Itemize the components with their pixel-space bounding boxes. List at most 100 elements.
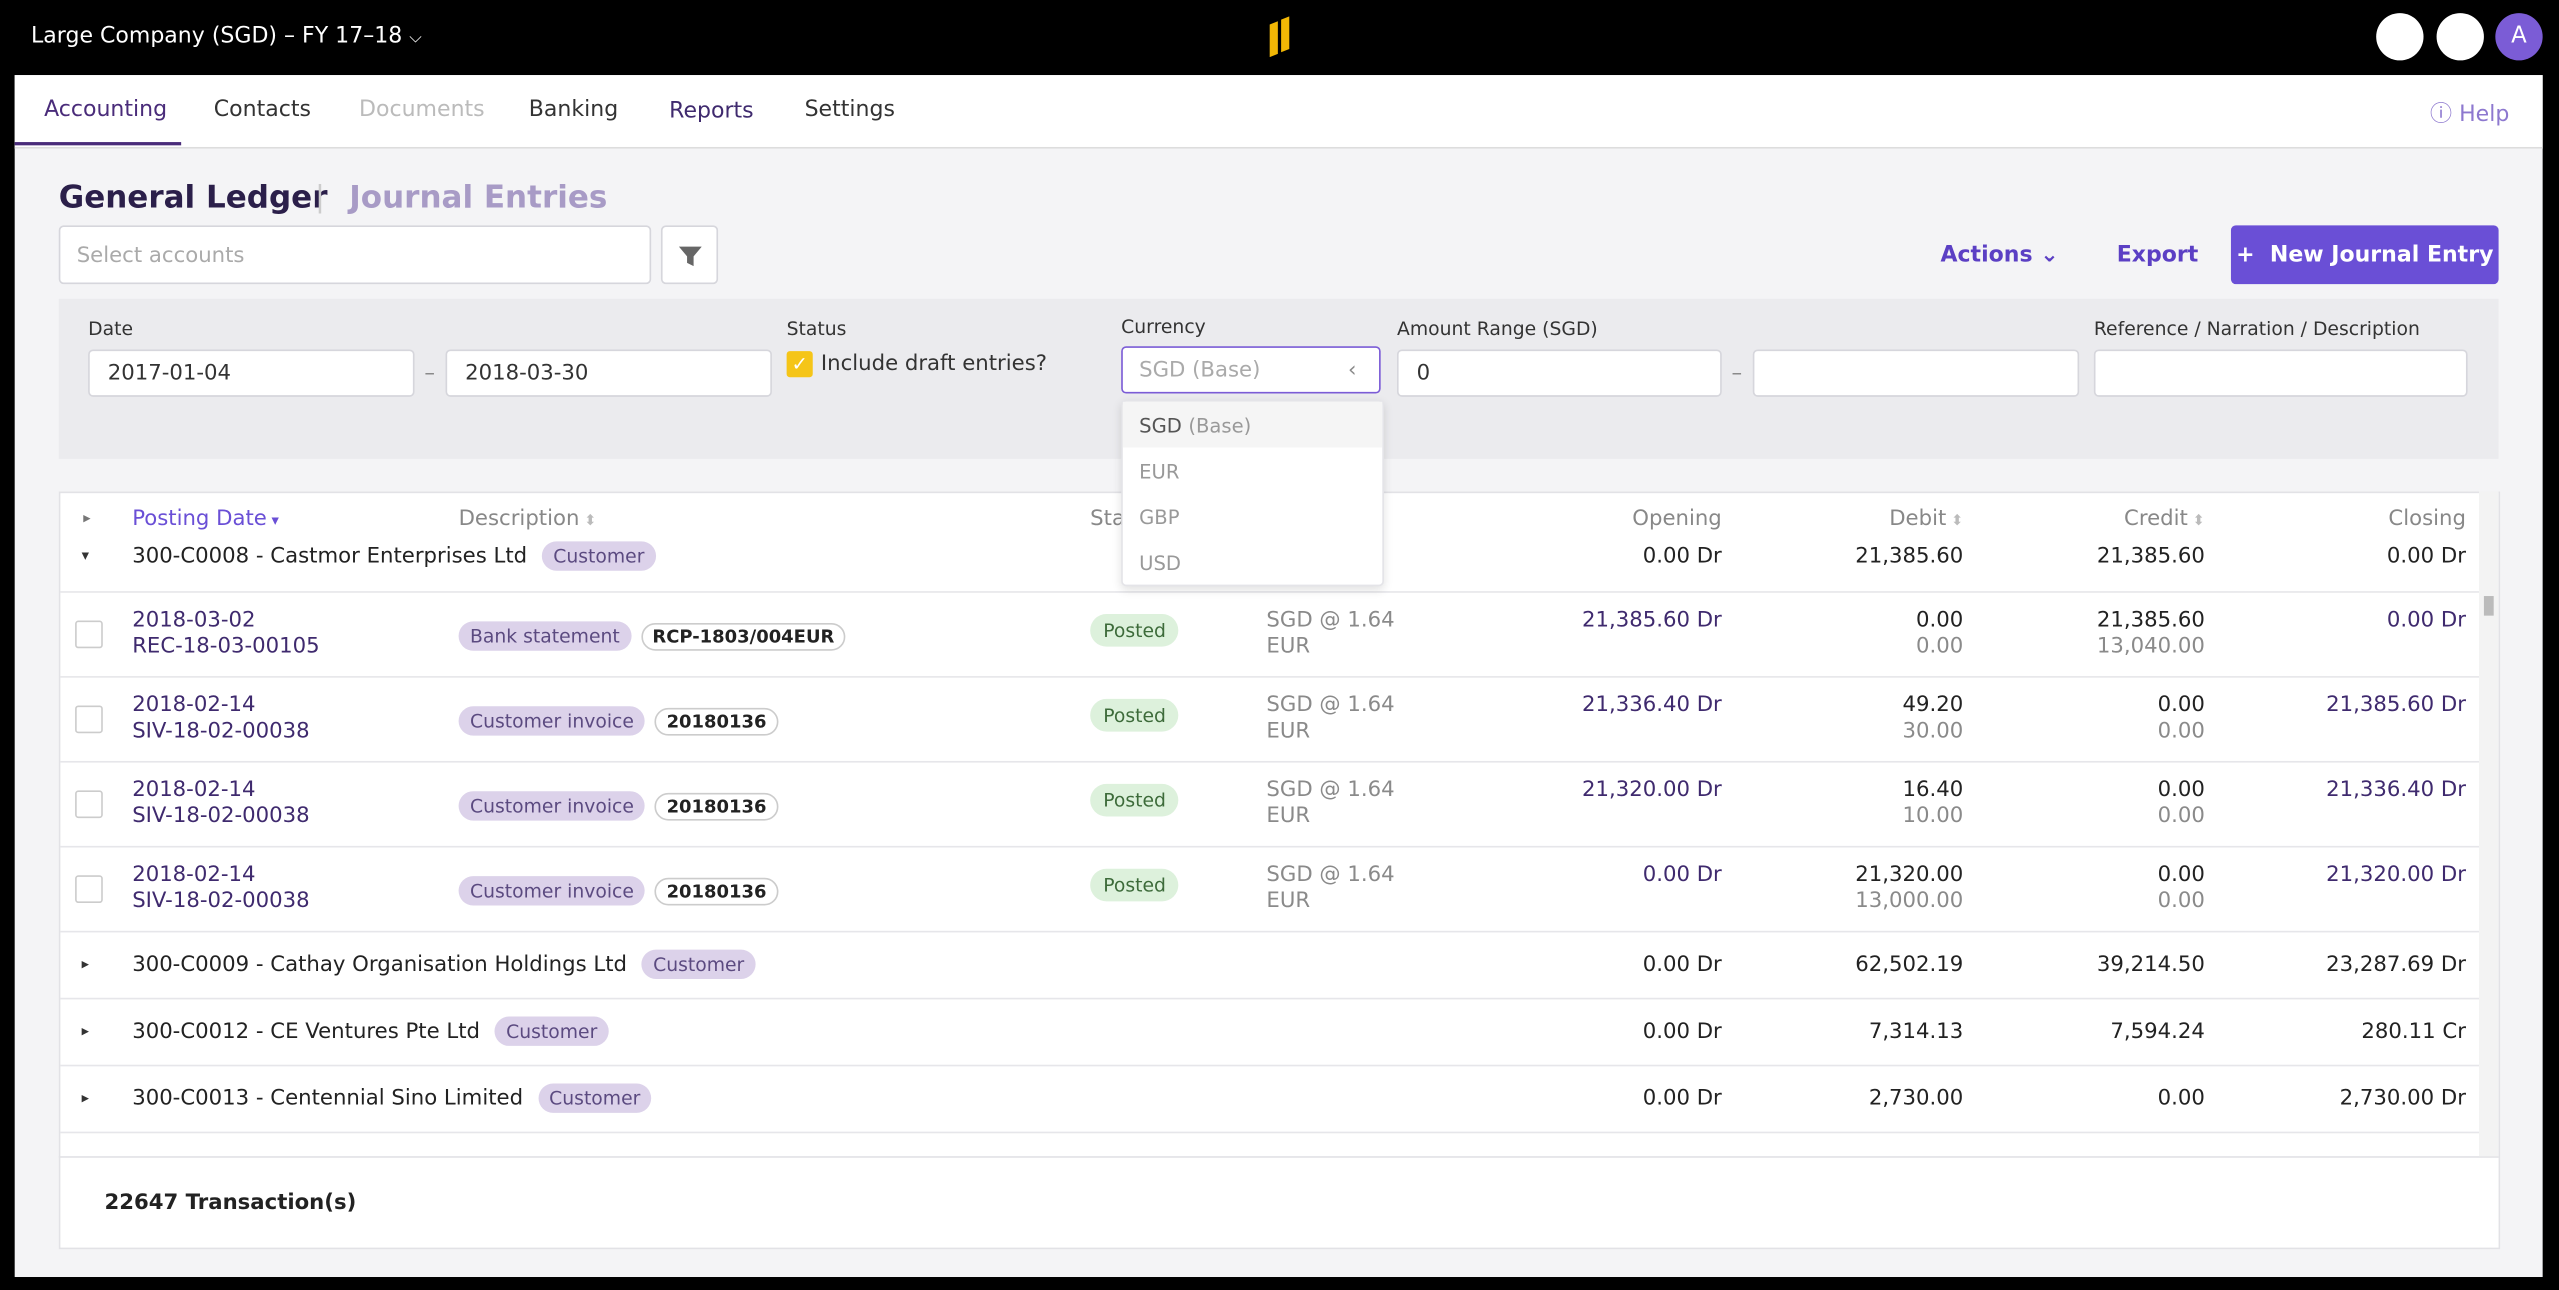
currency-option[interactable]: USD: [1123, 539, 1382, 585]
entry-opening: 21,336.40 Dr: [1581, 693, 1722, 718]
help-text: Help: [2459, 101, 2510, 128]
scroll-thumb[interactable]: [2483, 596, 2494, 616]
date-from[interactable]: 2017-01-04: [88, 349, 415, 397]
row-checkbox[interactable]: [75, 620, 103, 649]
company-name: Large Company (SGD) – FY 17–18: [31, 22, 403, 49]
column-title: Credit: [2124, 507, 2188, 532]
entry-row[interactable]: 2018-02-14 SIV-18-02-00038 Customer invoic…: [60, 846, 2480, 933]
nav-tab[interactable]: Banking: [528, 96, 619, 123]
entry-date: 2018-02-14: [132, 863, 256, 888]
entry-row[interactable]: 2018-03-02 REC-18-03-00105 Bank statement R…: [60, 591, 2480, 678]
currency-value: SGD: [1139, 358, 1186, 383]
row-checkbox[interactable]: [75, 790, 103, 819]
sort-icon[interactable]: ⬍: [579, 513, 597, 530]
sort-icon[interactable]: ⬍: [1946, 513, 1964, 530]
company-button[interactable]: [2436, 13, 2484, 61]
currency-option[interactable]: SGD (Base): [1122, 401, 1383, 448]
help-link[interactable]: ⓘ Help: [2430, 101, 2510, 128]
sort-icon[interactable]: ⬍: [2187, 513, 2205, 530]
expand-toggle: ▸: [81, 956, 89, 974]
account-row[interactable]: ▸ 300-C0013 - Centennial Sino Limited Cust…: [60, 1065, 2480, 1134]
column-header[interactable]: Debit ⬍: [1889, 507, 1963, 531]
alt-title[interactable]: Journal Entries: [349, 179, 608, 216]
currency-note: (Base): [1192, 358, 1261, 383]
amount-min[interactable]: 0: [1396, 349, 1722, 397]
sort-icon[interactable]: ▾: [266, 513, 279, 530]
date-to[interactable]: 2018-03-30: [445, 349, 772, 397]
date-separator: –: [424, 361, 435, 387]
entry-row[interactable]: 2018-02-14 SIV-18-02-00038 Customer invoic…: [60, 761, 2480, 848]
nav-tab[interactable]: Documents: [359, 96, 485, 123]
column-header[interactable]: Opening: [1632, 507, 1721, 531]
option-code: GBP: [1139, 506, 1180, 530]
column-title: Posting Date: [132, 507, 267, 532]
entry-ref: SIV-18-02-00038: [132, 804, 310, 829]
column-header[interactable]: Description ⬍: [459, 507, 597, 531]
account-select[interactable]: Select accounts: [58, 225, 652, 285]
entry-opening: 0.00 Dr: [1642, 863, 1722, 888]
entry-debit: 49.20: [1902, 693, 1964, 718]
amount-max[interactable]: [1752, 349, 2080, 397]
entry-row[interactable]: 2018-02-14 SIV-18-02-00038 Customer invoic…: [60, 676, 2480, 763]
account-text: 300-C0009 - Cathay Organisation Holdings…: [132, 952, 627, 978]
apps-button[interactable]: [2376, 13, 2424, 61]
expand-all[interactable]: ▸: [83, 511, 91, 528]
currency-option[interactable]: EUR: [1123, 447, 1382, 493]
entry-credit-fx: 0.00: [2157, 719, 2205, 744]
row-checkbox[interactable]: [75, 705, 103, 734]
entry-credit: 0.00: [2157, 778, 2205, 803]
draft-label: Include draft entries?: [820, 351, 1048, 377]
column-header[interactable]: Posting Date ▾: [132, 507, 279, 531]
company-switcher[interactable]: Large Company (SGD) – FY 17–18 ⌵: [31, 23, 422, 49]
account-row[interactable]: ▸ 300-C0012 - CE Ventures Pte Ltd Customer…: [60, 998, 2480, 1067]
filter-button[interactable]: [660, 225, 719, 285]
new-entry-text: New Journal Entry: [2269, 241, 2494, 268]
nav-tab[interactable]: Reports: [669, 97, 754, 125]
export-button[interactable]: Export: [2116, 241, 2199, 268]
column-header[interactable]: Closing: [2388, 507, 2466, 531]
entry-ref: SIV-18-02-00038: [132, 889, 310, 914]
account-debit: 21,385.60: [1855, 544, 1964, 570]
column-title: Opening: [1632, 507, 1722, 532]
column-header[interactable]: Credit ⬍: [2124, 507, 2205, 531]
row-checkbox[interactable]: [75, 875, 103, 904]
currency-option[interactable]: GBP: [1123, 493, 1382, 539]
account-text: 300-C0008 - Castmor Enterprises Ltd: [132, 544, 528, 570]
account-tag: Customer: [641, 949, 756, 979]
avatar[interactable]: A: [2495, 13, 2543, 61]
entry-credit: 21,385.60: [2096, 608, 2205, 633]
account-tag: Customer: [537, 1083, 652, 1113]
entry-credit-fx: 0.00: [2157, 889, 2205, 914]
entry-credit: 0.00: [2157, 863, 2205, 888]
account-row[interactable]: ▾ 300-C0008 - Castmor Enterprises Ltd Cust…: [60, 539, 2480, 593]
new-entry-button[interactable]: + New Journal Entry: [2230, 225, 2499, 285]
draft-checkbox[interactable]: ✓: [786, 351, 813, 378]
account-row[interactable]: ▸ 300-C0009 - Cathay Organisation Holding…: [60, 931, 2480, 1000]
nav-tab[interactable]: Settings: [804, 96, 895, 123]
nav-tab[interactable]: Accounting: [44, 96, 168, 123]
entry-date: 2018-02-14: [132, 693, 256, 718]
entry-debit-fx: 0.00: [1916, 634, 1964, 659]
reference-input[interactable]: [2093, 349, 2468, 397]
account-opening: 0.00 Dr: [1642, 1086, 1722, 1112]
account-credit: 0.00: [2157, 1086, 2205, 1112]
entry-description: Customer invoice 20180136: [458, 706, 778, 736]
account-closing: 280.11 Cr: [2361, 1019, 2466, 1045]
currency-select[interactable]: SGD (Base) ‹: [1121, 346, 1381, 394]
entry-debit-fx: 13,000.00: [1855, 889, 1964, 914]
account-credit: 7,594.24: [2110, 1019, 2205, 1045]
entry-ref: REC-18-03-00105: [132, 634, 320, 659]
source-tag: Customer invoice: [458, 876, 646, 906]
scrollbar[interactable]: [2479, 491, 2499, 1157]
filter-icon: [678, 246, 702, 267]
entry-rate: SGD @ 1.64: [1266, 863, 1395, 888]
expand-toggle: ▸: [81, 1090, 89, 1108]
entry-debit: 16.40: [1902, 778, 1964, 803]
nav-tab[interactable]: Contacts: [213, 96, 311, 123]
actions-text: Actions: [1940, 241, 2033, 268]
entry-description: Customer invoice 20180136: [458, 876, 778, 906]
entry-debit-fx: 30.00: [1902, 719, 1964, 744]
account-closing: 23,287.69 Dr: [2326, 952, 2466, 978]
actions-button[interactable]: Actions ⌄: [1940, 241, 2059, 268]
currency-dropdown: SGD (Base) EUR GBP USD: [1121, 400, 1384, 587]
